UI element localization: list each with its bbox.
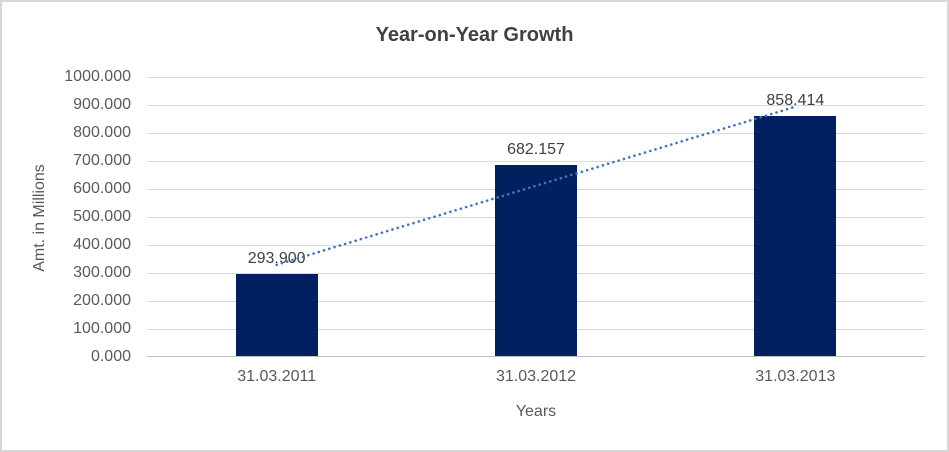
bar-value-label: 293.900 xyxy=(247,249,306,267)
plot-area: 293.900 682.157 858.414 xyxy=(147,76,925,357)
y-tick-label: 700.000 xyxy=(73,152,131,169)
bar-31.03.2012 xyxy=(495,165,577,356)
trendline xyxy=(275,105,797,267)
y-tick-label: 600.000 xyxy=(73,180,131,197)
y-tick-label: 400.000 xyxy=(73,236,131,253)
y-tick-label: 100.000 xyxy=(73,320,131,337)
y-tick-label: 300.000 xyxy=(73,264,131,281)
bar-value-label: 858.414 xyxy=(766,91,825,109)
x-tick-label: 31.03.2013 xyxy=(755,368,836,385)
y-tick-label: 900.000 xyxy=(73,96,131,113)
x-tick-label: 31.03.2012 xyxy=(495,368,577,385)
y-tick-label: 200.000 xyxy=(73,292,131,309)
y-tick-label: 800.000 xyxy=(73,124,131,141)
bar-31.03.2011 xyxy=(235,273,318,356)
y-tick-label: 1000.000 xyxy=(64,68,131,85)
x-tick-label: 31.03.2011 xyxy=(237,368,317,385)
gridline xyxy=(147,104,925,106)
chart-title: Year-on-Year Growth xyxy=(375,24,574,46)
gridline xyxy=(147,132,925,134)
gridline xyxy=(147,160,925,162)
bar-value-label: 682.157 xyxy=(507,141,565,158)
gridline xyxy=(147,76,925,78)
x-axis-title: Years xyxy=(515,403,557,420)
y-tick-label: 0.000 xyxy=(90,348,131,365)
bar-31.03.2013 xyxy=(754,115,837,356)
y-tick-label: 500.000 xyxy=(73,208,131,225)
